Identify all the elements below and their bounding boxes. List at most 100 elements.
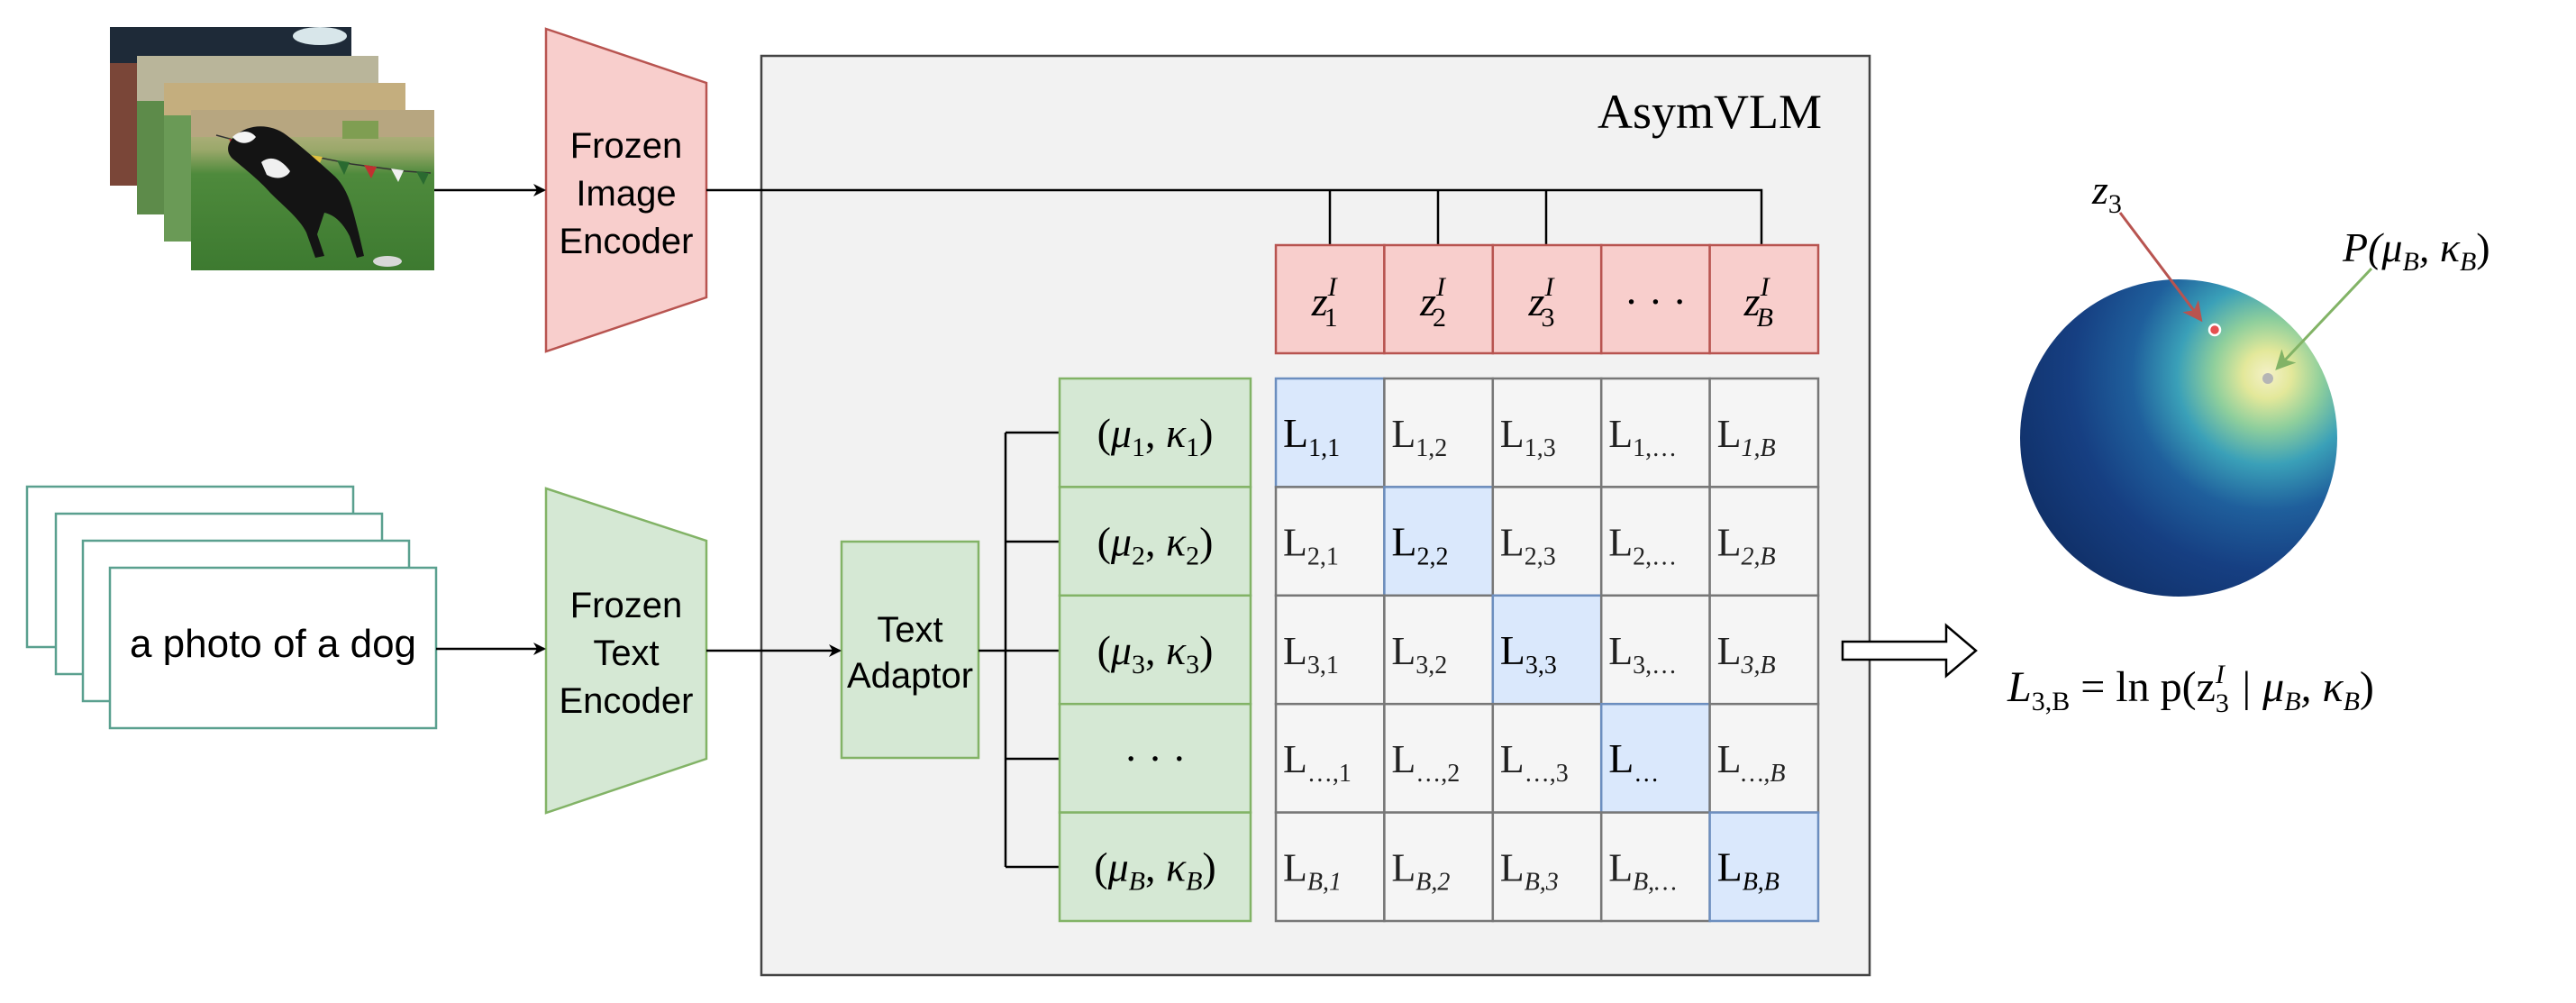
matrix-cell-subscript: B,3 (1525, 869, 1559, 897)
image-embedding-connectors (706, 188, 1763, 245)
matrix-cell-diagonal (1599, 702, 1711, 814)
distribution-label: · · · (1124, 735, 1187, 781)
matrix-cell-diagonal (1274, 377, 1386, 488)
matrix-cell-label: LB,2 (1391, 846, 1450, 897)
matrix-cell-subscript: …,3 (1525, 760, 1569, 788)
matrix-cell-label: L1,1 (1283, 410, 1340, 462)
matrix-cell (1599, 811, 1711, 923)
matrix-cell-subscript: 1,3 (1525, 434, 1556, 462)
likelihood-equation: L3,B = ln p(zI 3 | μB, κB) (2007, 660, 2374, 718)
dog-photo-bush (342, 121, 378, 139)
matrix-cell-label: L…,B (1717, 737, 1786, 788)
matrix-cell-subscript: B,… (1633, 869, 1677, 897)
dog-photo-flag (364, 165, 377, 178)
dog-icon (228, 126, 364, 258)
matrix-cell-diagonal (1491, 594, 1603, 706)
distribution-mean-point (2262, 373, 2273, 384)
matrix-cell-subscript: B,2 (1415, 869, 1450, 897)
distribution-cell (1058, 811, 1252, 923)
embedding-label: zI 3 (1528, 272, 1556, 333)
embedding-label: zI 1 (1311, 272, 1339, 333)
embedding-label: zI 2 (1419, 272, 1447, 333)
matrix-cell-subscript: 3,… (1633, 652, 1677, 679)
matrix-cell-subscript: 3,3 (1525, 652, 1557, 679)
dog-photo-fence (191, 110, 434, 137)
likelihood-matrix: L1,1 L1,2 L1,3 L1,… L1,B L2,1 L2,2 L2,3 L2,… L2,B… (1274, 377, 1820, 923)
dog-photo-dog-marking (261, 158, 290, 178)
matrix-cell-diagonal (1708, 811, 1820, 923)
image-encoder: Frozen Image Encoder (544, 27, 708, 353)
matrix-cell (1708, 486, 1820, 597)
text-card-stack: a photo of a dog (25, 485, 438, 730)
matrix-cell (1274, 594, 1386, 706)
matrix-cell-subscript: 1,2 (1415, 434, 1447, 462)
distribution-cell (1058, 594, 1252, 706)
text-encoder: Frozen Text Encoder (544, 487, 708, 815)
adaptor-bracket (979, 431, 1059, 869)
matrix-cell-label: L1,B (1717, 412, 1776, 462)
matrix-cell-subscript: 3,2 (1415, 652, 1447, 679)
matrix-cell-label: L3,B (1717, 629, 1776, 679)
distribution-cell (1058, 486, 1252, 597)
distribution-label: (μB, κB) (1094, 844, 1216, 897)
image-embedding-row: zI 1 zI 2 zI 3 · · · zI B (1274, 243, 1820, 355)
distribution-arrow (2275, 267, 2373, 370)
text-encoder-label-1: Frozen (570, 586, 683, 625)
sphere-distribution-label: P(μB, κB) (2342, 224, 2490, 277)
matrix-cell-subscript: 1,… (1633, 434, 1677, 462)
text-caption: a photo of a dog (130, 622, 416, 666)
embedding-cell (1274, 243, 1386, 355)
text-adaptor-label-1: Text (877, 610, 942, 650)
distribution-cell (1058, 702, 1252, 814)
embedding-cell (1491, 243, 1603, 355)
dog-photo-flag (337, 160, 350, 175)
image-encoder-label-2: Image (576, 174, 676, 214)
matrix-cell-label: L…,1 (1283, 737, 1352, 788)
matrix-cell-subscript: … (1634, 760, 1659, 788)
distribution-label: (μ3, κ3) (1097, 627, 1214, 679)
dog-photo-flag (416, 171, 429, 185)
matrix-cell (1708, 377, 1820, 488)
distribution-label: (μ1, κ1) (1097, 410, 1214, 462)
matrix-cell-label: L3,2 (1391, 629, 1447, 679)
hollow-right-arrow-icon (1841, 623, 1978, 679)
image-encoder-label-1: Frozen (570, 126, 683, 166)
matrix-cell (1491, 702, 1603, 814)
panel-title: AsymVLM (1597, 85, 1822, 139)
text-encoder-label-3: Encoder (560, 681, 694, 721)
embedding-point (2207, 323, 2222, 337)
matrix-cell-label: L2,3 (1500, 520, 1556, 570)
frisbee-icon (373, 256, 402, 267)
image-encoder-shape (544, 27, 708, 353)
matrix-cell-subscript: B,1 (1307, 869, 1342, 897)
matrix-cell-label: L3,… (1608, 629, 1677, 679)
matrix-cell-diagonal (1383, 486, 1495, 597)
image-encoder-label-3: Encoder (560, 222, 694, 261)
matrix-cell-subscript: 2,1 (1307, 543, 1339, 570)
dog-photo-dog-face (232, 132, 256, 143)
matrix-cell-label: L…,2 (1391, 737, 1460, 788)
sphere-point-label: z3 (2091, 167, 2122, 219)
matrix-cell (1708, 594, 1820, 706)
text-adaptor-box (840, 540, 980, 760)
matrix-cell-label: LB,… (1608, 846, 1677, 897)
matrix-cell (1383, 702, 1495, 814)
matrix-cell-subscript: 2,3 (1525, 543, 1556, 570)
embedding-cell (1383, 243, 1495, 355)
matrix-cell (1274, 811, 1386, 923)
matrix-cell-subscript: 1,B (1741, 434, 1775, 462)
image-stack (110, 27, 434, 270)
matrix-cell-label: L1,… (1608, 412, 1677, 462)
matrix-cell-label: L… (1608, 735, 1659, 788)
matrix-cell-label: L2,2 (1391, 518, 1448, 570)
matrix-cell-subscript: 2,2 (1417, 543, 1449, 570)
matrix-cell-subscript: 2,… (1633, 543, 1677, 570)
matrix-cell-subscript: 2,B (1741, 543, 1775, 570)
matrix-cell-label: L3,1 (1283, 629, 1339, 679)
matrix-cell-label: L3,3 (1500, 627, 1557, 679)
embedding-cell (1708, 243, 1820, 355)
distribution-cell (1058, 377, 1252, 488)
text-distribution-column: (μ1, κ1) (μ2, κ2) (μ3, κ3) · · · (μB, κB) (1058, 377, 1252, 923)
text-adaptor-label-2: Adaptor (847, 656, 973, 696)
